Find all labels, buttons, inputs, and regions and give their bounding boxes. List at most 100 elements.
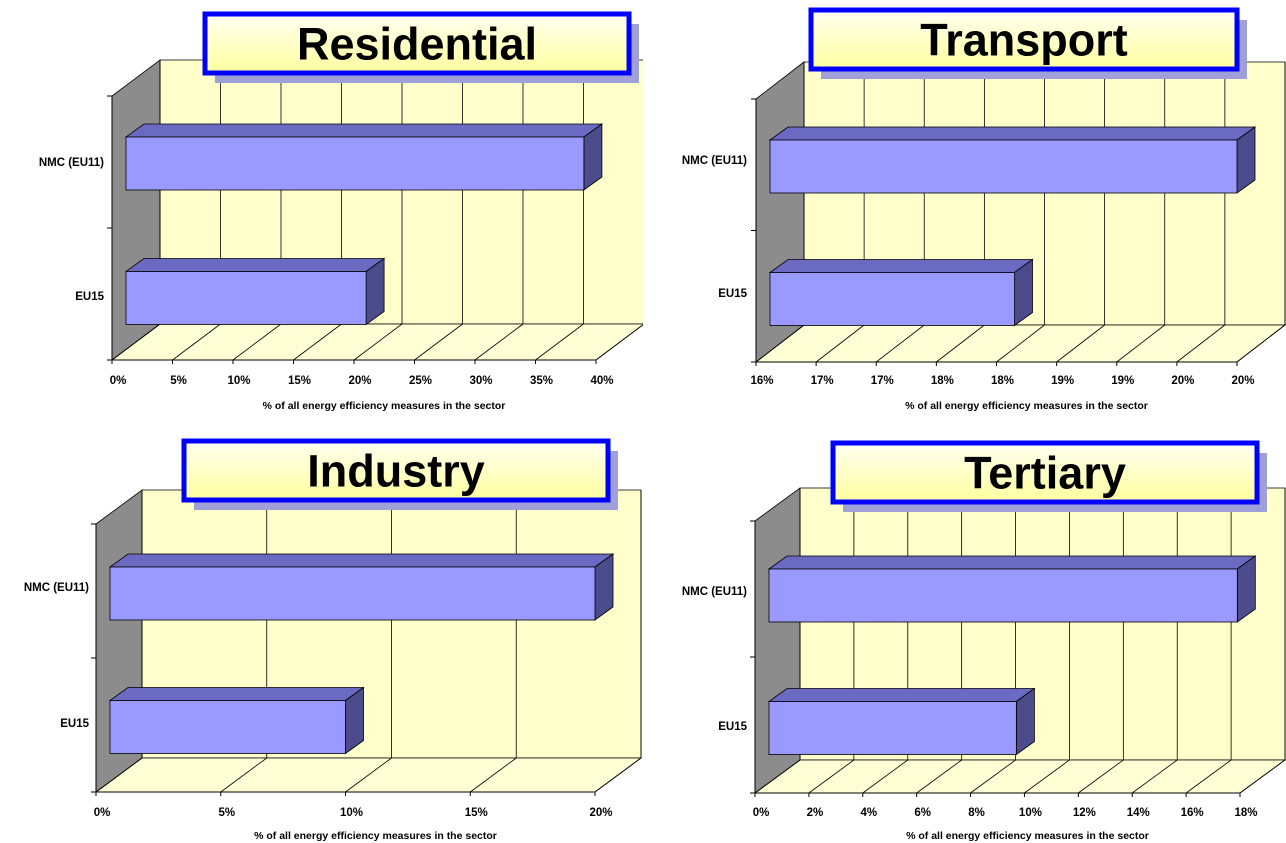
x-tick-label: 35% — [530, 375, 553, 387]
bar-top — [768, 126, 1257, 141]
x-tick-label: 17% — [871, 375, 894, 387]
bar — [108, 553, 615, 621]
x-tick-label: 18% — [1234, 807, 1257, 819]
x-tick-label: 0% — [110, 375, 127, 387]
floor-gridline — [111, 323, 161, 361]
category-label: NMC (EU11) — [39, 157, 104, 169]
category-label: EU15 — [75, 291, 104, 303]
floor-gridline — [1024, 759, 1070, 794]
floor-gridline — [1239, 759, 1286, 794]
bar-top — [108, 687, 365, 701]
bar — [108, 686, 365, 755]
x-tick-label: 10% — [227, 375, 250, 387]
x-axis-title: % of all energy efficiency measures in t… — [906, 830, 1149, 842]
floor-gridline — [95, 757, 143, 793]
bar-top — [108, 553, 615, 568]
floor-gridline — [414, 323, 463, 361]
bar — [768, 258, 1034, 327]
x-tick-label: 12% — [1073, 807, 1096, 819]
floor-gridline — [470, 757, 517, 793]
bar-top — [124, 123, 604, 138]
bar-top — [124, 258, 386, 272]
category-label: NMC (EU11) — [682, 155, 747, 167]
bar-top — [767, 555, 1257, 570]
x-tick-label: 10% — [340, 807, 363, 819]
title-box — [181, 438, 611, 503]
floor-gridline — [474, 323, 524, 361]
x-tick-label: 8% — [968, 807, 985, 819]
x-axis-title: % of all energy efficiency measures in t… — [905, 400, 1148, 412]
category-label: EU15 — [718, 288, 747, 300]
x-axis-title: % of all energy efficiency measures in t… — [254, 830, 497, 842]
x-tick-label: 40% — [590, 375, 613, 387]
floor-gridline — [1056, 324, 1105, 363]
bar — [124, 257, 386, 326]
x-tick-label: 20% — [589, 807, 612, 819]
floor-gridline — [936, 324, 985, 363]
x-tick-label: 16% — [750, 375, 773, 387]
floor-gridline — [1176, 324, 1226, 363]
floor-gridline — [996, 324, 1045, 363]
industry-chart: NMC (EU11) EU15 0% 5% 10% 15% 20% % of all ener… — [24, 438, 643, 842]
x-tick-label: 19% — [1111, 375, 1134, 387]
x-tick-label: 16% — [1181, 807, 1204, 819]
floor — [753, 759, 1286, 794]
floor-gridline — [595, 324, 643, 361]
floor-gridline — [808, 759, 855, 794]
x-tick-label: 0% — [94, 807, 111, 819]
floor-gridline — [535, 323, 584, 361]
x-tick-label: 25% — [409, 375, 432, 387]
x-tick-label: 14% — [1127, 807, 1150, 819]
floor-gridline — [916, 759, 962, 794]
floor-gridline — [1185, 759, 1232, 794]
chart-title: Transport — [920, 15, 1128, 66]
x-tick-label: 5% — [170, 375, 187, 387]
category-label: NMC (EU11) — [24, 582, 89, 594]
x-tick-label: 5% — [218, 807, 235, 819]
title-box — [808, 7, 1240, 72]
x-tick-label: 20% — [348, 375, 371, 387]
transport-chart: NMC (EU11) EU15 16% 17% 17% 18% 18% 19% 19% 20% 20… — [682, 7, 1286, 412]
bar-front — [768, 701, 1017, 755]
floor-gridline — [232, 323, 282, 361]
bar-front — [109, 566, 596, 621]
x-tick-label: 30% — [469, 375, 492, 387]
residential-chart: NMC (EU11) EU15 0% 5% 10% 15% 20% 25% 30% 35% 40%%… — [39, 11, 643, 412]
x-tick-label: 6% — [914, 807, 931, 819]
x-tick-label: 0% — [753, 807, 770, 819]
bar — [768, 126, 1257, 194]
x-tick-label: 2% — [807, 807, 824, 819]
floor-gridline — [353, 323, 403, 361]
x-tick-label: 20% — [1171, 375, 1194, 387]
bar-top — [767, 688, 1036, 702]
x-tick-label: 20% — [1231, 375, 1254, 387]
x-axis-title: % of all energy efficiency measures in t… — [263, 400, 506, 412]
floor-gridline — [293, 323, 342, 361]
x-tick-label: 15% — [288, 375, 311, 387]
bar-front — [769, 272, 1015, 326]
floor-gridline — [1131, 759, 1178, 794]
floor-gridline — [220, 757, 267, 793]
bar-top — [768, 259, 1034, 273]
floor-gridline — [345, 757, 392, 793]
floor-gridline — [970, 759, 1016, 794]
floor-gridline — [755, 324, 805, 363]
bar-front — [125, 136, 585, 191]
bar-front — [125, 271, 367, 325]
chart-title: Residential — [297, 19, 537, 70]
floor-gridline — [594, 757, 642, 793]
floor-gridline — [862, 759, 909, 794]
category-label: EU15 — [60, 718, 89, 730]
bar — [124, 123, 604, 191]
floor-gridline — [876, 324, 925, 363]
bar — [767, 687, 1036, 756]
floor-gridline — [1236, 324, 1286, 363]
x-tick-label: 15% — [465, 807, 488, 819]
floor-gridline — [1078, 759, 1124, 794]
bar — [767, 555, 1257, 623]
category-label: NMC (EU11) — [682, 586, 747, 598]
chart-title: Tertiary — [964, 448, 1126, 499]
floor-gridline — [172, 323, 221, 361]
x-tick-label: 19% — [1051, 375, 1074, 387]
x-tick-label: 17% — [811, 375, 834, 387]
